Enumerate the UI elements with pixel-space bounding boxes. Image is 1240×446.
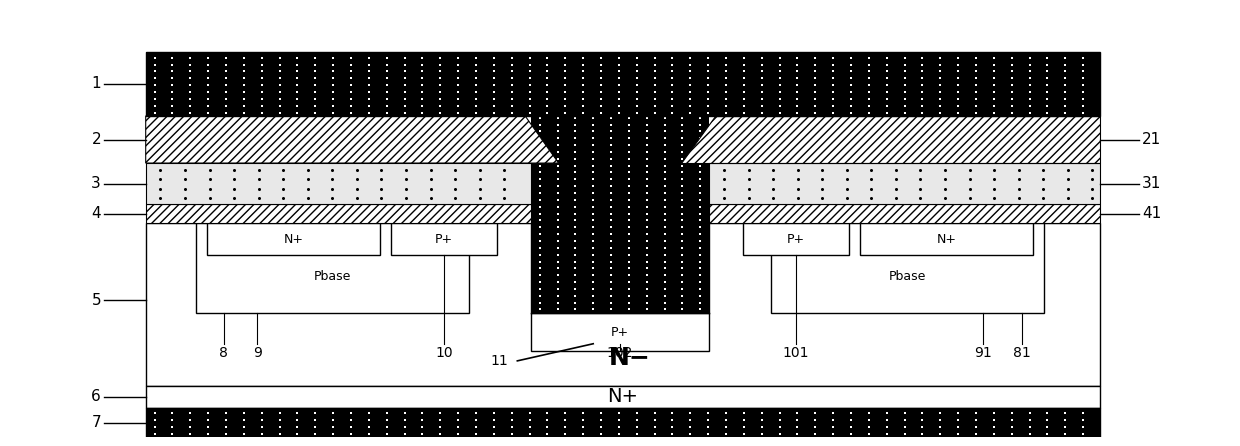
Bar xyxy=(743,223,848,255)
Text: 7: 7 xyxy=(92,415,102,430)
Text: 8: 8 xyxy=(219,346,228,360)
Bar xyxy=(531,313,709,351)
Text: N−: N− xyxy=(609,346,651,370)
Polygon shape xyxy=(681,116,1100,163)
Text: 9: 9 xyxy=(253,346,262,360)
Text: 3: 3 xyxy=(92,176,102,191)
Text: Pbase: Pbase xyxy=(889,270,926,284)
Bar xyxy=(861,223,1033,255)
Bar xyxy=(709,204,1100,223)
Bar xyxy=(392,223,497,255)
Text: 11: 11 xyxy=(491,354,508,368)
Text: P+: P+ xyxy=(786,232,805,246)
Text: 41: 41 xyxy=(1142,206,1162,221)
Text: 81: 81 xyxy=(1013,346,1030,360)
Polygon shape xyxy=(146,116,558,163)
Bar xyxy=(196,223,469,313)
Text: 2: 2 xyxy=(92,132,102,147)
Text: 91: 91 xyxy=(973,346,992,360)
Text: 102: 102 xyxy=(606,346,634,360)
Bar xyxy=(146,408,1100,437)
Text: 1: 1 xyxy=(92,76,102,91)
Text: N+: N+ xyxy=(936,232,956,246)
Bar xyxy=(146,223,1100,386)
Text: P+: P+ xyxy=(435,232,454,246)
Bar xyxy=(146,408,1100,437)
Text: 21: 21 xyxy=(1142,132,1162,147)
Text: Pbase: Pbase xyxy=(314,270,351,284)
Text: 10: 10 xyxy=(435,346,453,360)
Bar xyxy=(709,163,1100,204)
Bar xyxy=(146,163,531,204)
Bar xyxy=(531,52,709,313)
Text: 5: 5 xyxy=(92,293,102,308)
Bar xyxy=(770,223,1044,313)
Text: 31: 31 xyxy=(1142,176,1162,191)
Text: 4: 4 xyxy=(92,206,102,221)
Text: N+: N+ xyxy=(608,387,639,406)
Text: 6: 6 xyxy=(92,389,102,405)
Text: P+: P+ xyxy=(611,326,629,339)
Text: 101: 101 xyxy=(782,346,808,360)
Bar xyxy=(146,163,531,204)
Bar xyxy=(207,223,381,255)
Bar xyxy=(146,204,531,223)
Bar xyxy=(709,163,1100,204)
Text: N+: N+ xyxy=(284,232,304,246)
Bar xyxy=(146,386,1100,408)
Bar xyxy=(146,52,1100,116)
Bar xyxy=(146,52,1100,116)
